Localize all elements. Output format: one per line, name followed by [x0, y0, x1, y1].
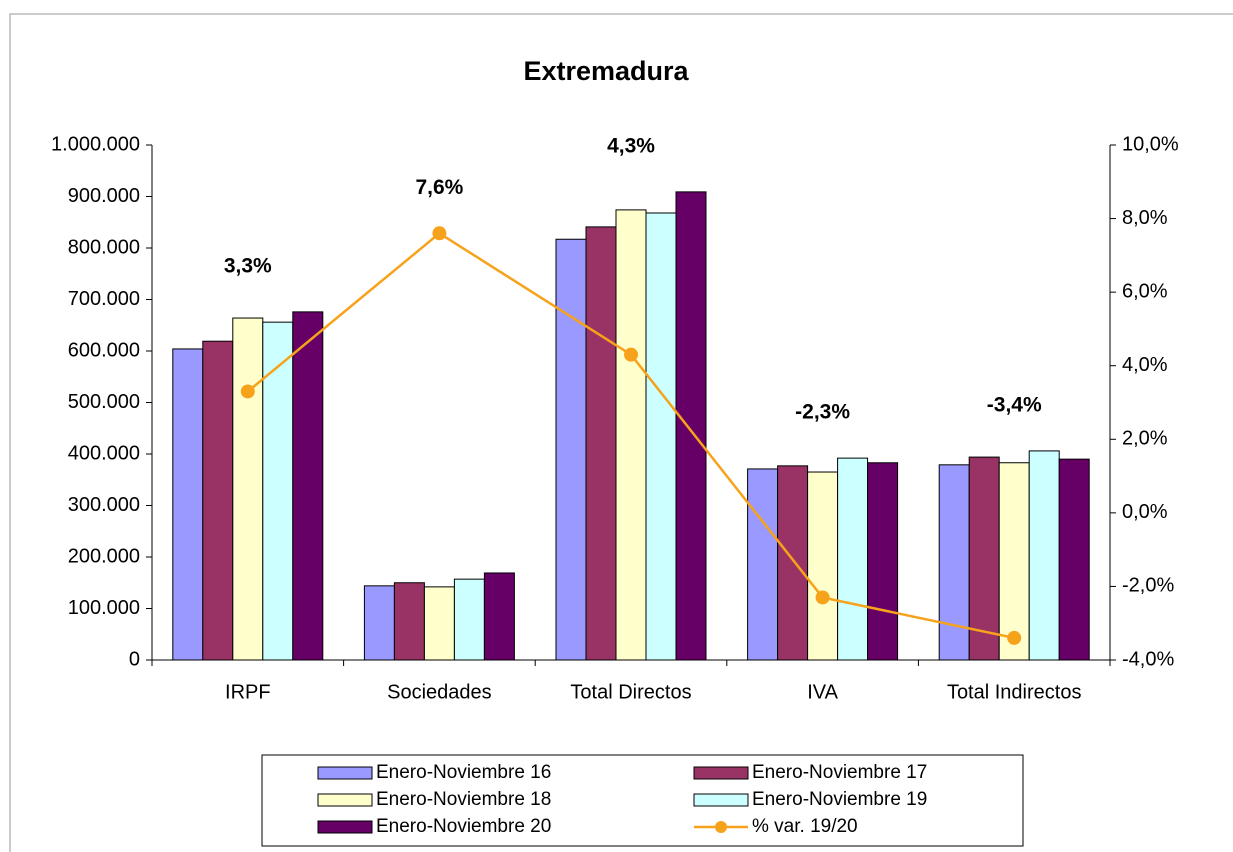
legend — [261, 754, 1024, 847]
chart-title: Extremadura — [523, 56, 689, 86]
bar — [675, 191, 707, 661]
bar — [232, 317, 264, 661]
bar — [585, 226, 617, 661]
y-tick-label: 100.000 — [68, 597, 140, 619]
legend-label: % var. 19/20 — [752, 816, 858, 837]
bar — [292, 311, 324, 661]
bar — [998, 462, 1030, 661]
legend-label: Enero-Noviembre 16 — [376, 762, 551, 783]
y-tick-label: 900.000 — [68, 185, 140, 207]
bar — [615, 209, 647, 661]
y2-tick-label: 10,0% — [1122, 133, 1179, 155]
bar — [262, 321, 294, 661]
bar — [202, 340, 234, 661]
data-label: 3,3% — [224, 254, 272, 277]
line-marker — [432, 226, 447, 241]
data-label: 7,6% — [415, 176, 463, 199]
x-tick-label: Total Indirectos — [947, 681, 1082, 703]
y-tick-label: 400.000 — [68, 442, 140, 464]
y2-tick-label: 0,0% — [1122, 501, 1168, 523]
y-tick-label: 500.000 — [68, 391, 140, 413]
bar — [1028, 450, 1060, 661]
bar — [938, 464, 970, 661]
bar — [837, 457, 869, 661]
bar — [807, 471, 839, 661]
y-tick-label: 1.000.000 — [51, 133, 140, 155]
legend-label: Enero-Noviembre 18 — [376, 789, 551, 810]
data-label: -3,4% — [987, 393, 1042, 416]
bar — [968, 456, 1000, 661]
line-marker — [815, 590, 830, 605]
bar — [483, 572, 515, 661]
legend-label: Enero-Noviembre 19 — [752, 789, 927, 810]
chart-frame — [9, 13, 1233, 852]
bar — [645, 212, 677, 661]
x-tick-label: IVA — [807, 681, 838, 703]
bar — [777, 465, 809, 661]
legend-marker — [715, 821, 727, 833]
legend-label: Enero-Noviembre 20 — [376, 816, 551, 837]
bar — [453, 578, 485, 661]
y2-tick-label: -4,0% — [1122, 648, 1174, 670]
y-tick-label: 300.000 — [68, 494, 140, 516]
line-marker — [1007, 630, 1022, 645]
legend-swatch — [317, 793, 373, 807]
bar — [393, 582, 425, 661]
y-tick-label: 200.000 — [68, 545, 140, 567]
legend-swatch — [317, 766, 373, 780]
bar — [747, 468, 779, 661]
x-tick-label: Total Directos — [570, 681, 691, 703]
line-marker — [624, 347, 638, 362]
y-tick-label: 700.000 — [68, 288, 140, 310]
x-tick-label: IRPF — [225, 681, 271, 703]
bar — [867, 462, 899, 661]
bar — [1058, 458, 1090, 661]
y-tick-label: 600.000 — [68, 339, 140, 361]
y2-tick-label: 8,0% — [1122, 207, 1168, 229]
x-tick-label: Sociedades — [387, 681, 492, 703]
y2-tick-label: 2,0% — [1122, 428, 1168, 450]
bar — [423, 586, 455, 661]
bar — [172, 348, 204, 661]
y2-tick-label: 6,0% — [1122, 280, 1168, 302]
data-label: -2,3% — [795, 401, 850, 424]
y-tick-label: 800.000 — [68, 236, 140, 258]
y-tick-label: 0 — [129, 648, 140, 670]
line-marker — [240, 384, 255, 399]
bar — [363, 585, 395, 661]
y2-tick-label: -2,0% — [1122, 575, 1174, 597]
legend-swatch — [693, 793, 749, 807]
legend-label: Enero-Noviembre 17 — [752, 762, 927, 783]
data-label: 4,3% — [607, 134, 655, 157]
legend-swatch — [317, 820, 373, 834]
bar — [555, 238, 587, 661]
legend-swatch — [693, 766, 749, 780]
y2-tick-label: 4,0% — [1122, 354, 1168, 376]
